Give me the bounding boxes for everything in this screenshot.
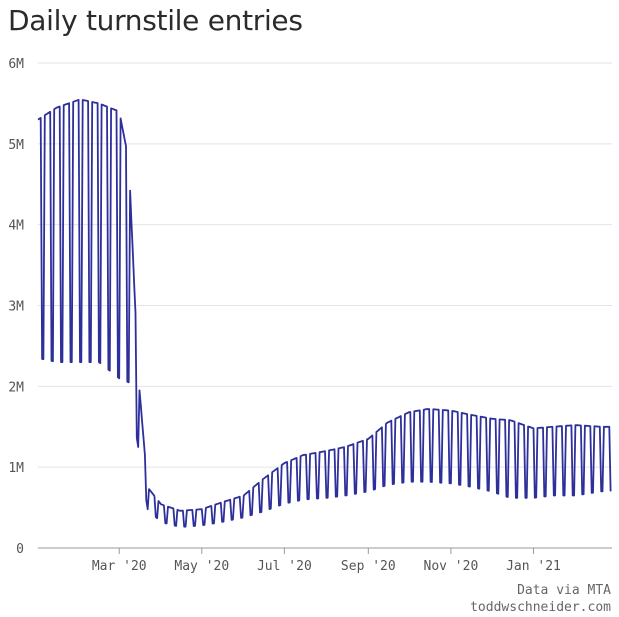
y-axis: 0 1M 2M 3M 4M 5M 6M	[8, 57, 24, 557]
x-tick-label: Jan '21	[506, 559, 561, 574]
x-tick-label: Nov '20	[424, 559, 479, 574]
y-tick-label: 2M	[8, 380, 24, 395]
x-tick-label: Jul '20	[257, 559, 312, 574]
credit-site: toddwschneider.com	[470, 600, 611, 615]
y-tick-label: 0	[16, 542, 24, 557]
x-axis: Mar '20 May '20 Jul '20 Sep '20 Nov '20 Jan '…	[92, 548, 561, 574]
x-tick-label: Mar '20	[92, 559, 147, 574]
y-tick-label: 4M	[8, 219, 24, 234]
y-tick-label: 1M	[8, 461, 24, 476]
x-tick-label: Sep '20	[341, 559, 396, 574]
credit-source: Data via MTA	[517, 583, 611, 598]
y-tick-label: 3M	[8, 300, 24, 315]
chart-title: Daily turnstile entries	[8, 4, 303, 37]
x-tick-label: May '20	[174, 559, 229, 574]
series-line	[37, 99, 612, 528]
y-tick-label: 6M	[8, 57, 24, 72]
y-tick-label: 5M	[8, 138, 24, 153]
